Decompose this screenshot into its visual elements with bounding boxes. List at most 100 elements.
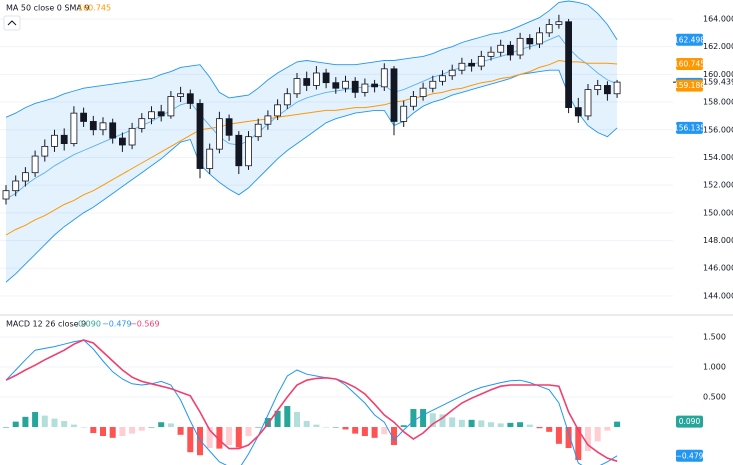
histogram-bar: [61, 421, 68, 428]
histogram-bar: [449, 417, 456, 428]
candle-body: [2, 190, 10, 200]
histogram-bar: [245, 427, 252, 437]
histogram-bar: [274, 410, 281, 428]
histogram-bar: [3, 427, 9, 428]
macd-pane: 0.500 1.000 1.500: [0, 333, 726, 465]
candle-body: [21, 172, 29, 182]
histogram-bar: [497, 423, 504, 428]
histogram-bar: [526, 424, 533, 428]
candle-body: [41, 145, 49, 157]
candle-body: [390, 68, 398, 122]
histogram-bar: [575, 427, 582, 461]
price-label-box: [676, 415, 703, 428]
plot-area: [3, 339, 621, 465]
y-tick-label: 152.000: [703, 181, 733, 190]
y-tick-label: 164.000: [703, 14, 733, 23]
histogram-bar: [216, 427, 223, 449]
histogram-bar: [323, 427, 330, 428]
histogram-bar: [594, 427, 601, 442]
histogram-bar: [507, 422, 514, 428]
candle-body: [274, 104, 282, 117]
candle-body: [148, 111, 155, 120]
y-tick-label: 0.500: [703, 393, 726, 402]
band-fill: [6, 1, 618, 283]
price-label: 159.186: [674, 81, 705, 90]
candle-body: [31, 155, 39, 174]
histogram-bar: [264, 418, 271, 428]
candle-body: [312, 72, 320, 86]
candle-body: [400, 105, 408, 122]
candle-body: [245, 136, 252, 167]
price-label: 0.090: [679, 417, 701, 426]
candle-body: [196, 103, 204, 169]
candle-body: [371, 83, 379, 88]
candle-body: [215, 118, 223, 150]
legend-value: −0.569: [130, 320, 160, 329]
candle-body: [167, 96, 175, 117]
y-tick-label: 160.000: [703, 70, 733, 79]
histogram-bar: [536, 427, 543, 429]
histogram-bar: [361, 427, 368, 437]
histogram-bar: [458, 419, 465, 428]
histogram-bar: [158, 422, 165, 428]
histogram-bar: [294, 412, 300, 428]
histogram-bar: [177, 427, 184, 435]
collapse-button[interactable]: [3, 15, 21, 31]
legend-value: −0.479: [102, 320, 132, 329]
candle-body: [138, 118, 146, 129]
candle-body: [283, 93, 291, 106]
candle-body: [99, 122, 107, 131]
histogram-bar: [255, 427, 262, 428]
candle-body: [109, 122, 117, 139]
plot-area: [2, 0, 621, 283]
histogram-bar: [555, 427, 562, 444]
candle-body: [342, 80, 349, 89]
candle-body: [497, 44, 505, 53]
collapse-icon: [7, 20, 17, 26]
legend-value: 0.090: [78, 320, 101, 329]
histogram-bar: [400, 425, 407, 428]
candle-body: [361, 83, 369, 93]
histogram-bar: [70, 424, 77, 428]
candle-body: [177, 93, 185, 97]
y-tick-label: 154.000: [703, 153, 733, 162]
candle-body: [322, 72, 330, 84]
price-label: 160.745: [674, 60, 705, 69]
y-tick-label: 162.000: [703, 42, 733, 51]
histogram-bar: [167, 423, 174, 428]
candle-body: [89, 121, 97, 131]
candle-body: [60, 134, 68, 145]
candle-body: [254, 123, 262, 138]
candle-body: [225, 118, 233, 136]
histogram-bar: [410, 409, 417, 428]
histogram-bar: [129, 427, 136, 434]
histogram-bar: [303, 421, 310, 428]
histogram-bar: [148, 427, 155, 428]
histogram-bar: [226, 427, 233, 446]
candle-body: [332, 82, 340, 89]
candle-body: [536, 32, 543, 45]
histogram-bar: [313, 424, 320, 428]
indicator-line: [5, 59, 618, 236]
price-label-box: [676, 449, 703, 462]
candle-body: [409, 96, 417, 107]
y-tick-label: 156.000: [703, 125, 733, 134]
candle-body: [506, 44, 514, 56]
candle-body: [565, 21, 572, 109]
candle-body: [429, 80, 437, 89]
histogram-bar: [90, 427, 97, 434]
candle-body: [128, 127, 136, 146]
y-tick-label: 150.000: [703, 208, 733, 217]
histogram-bar: [420, 409, 427, 428]
candle-body: [206, 148, 214, 169]
histogram-bar: [51, 418, 58, 428]
histogram-bar: [604, 427, 611, 431]
histogram-bar: [381, 427, 388, 435]
price-pane: 144.000 146.000 148.000 150.000 152.000 154.0…: [0, 0, 733, 300]
candle-body: [468, 62, 476, 67]
macd-line: [5, 339, 618, 465]
candle-body: [477, 55, 485, 67]
histogram-bar: [206, 427, 213, 449]
histogram-bar: [488, 422, 494, 428]
macd-line: [5, 339, 618, 462]
